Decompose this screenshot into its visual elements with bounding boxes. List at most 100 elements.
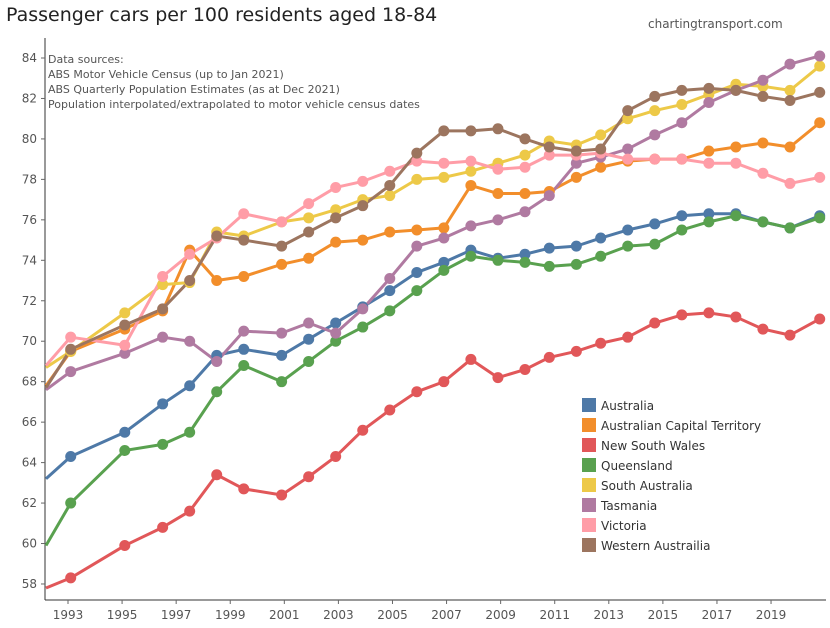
data-point: [157, 398, 169, 410]
data-point: [276, 258, 288, 270]
data-point: [703, 145, 715, 157]
legend-swatch: [582, 418, 596, 432]
data-point: [543, 141, 555, 153]
data-point: [276, 349, 288, 361]
data-point: [757, 167, 769, 179]
data-point: [492, 123, 504, 135]
data-point: [465, 353, 477, 365]
legend-label: Western Austrailia: [601, 539, 710, 553]
data-point: [703, 208, 715, 220]
data-point: [65, 572, 77, 584]
legend-label: Australian Capital Territory: [601, 419, 761, 433]
data-point: [519, 161, 531, 173]
y-tick-label: 74: [22, 253, 37, 267]
y-tick-label: 66: [22, 415, 37, 429]
data-point: [119, 540, 131, 552]
data-point: [438, 256, 450, 268]
data-point: [330, 181, 342, 193]
sources-line: ABS Motor Vehicle Census (up to Jan 2021…: [48, 68, 284, 81]
data-point: [411, 173, 423, 185]
data-point: [65, 366, 77, 378]
data-point: [119, 347, 131, 359]
data-point: [411, 147, 423, 159]
data-point: [519, 364, 531, 376]
series-line-western-austrailia: [44, 86, 821, 389]
data-point: [119, 319, 131, 331]
data-point: [438, 264, 450, 276]
series-line-australia: [44, 212, 821, 480]
data-point: [465, 220, 477, 232]
data-point: [303, 317, 315, 329]
data-point: [814, 171, 826, 183]
data-point: [622, 143, 634, 155]
data-point: [465, 125, 477, 137]
data-point: [465, 165, 477, 177]
data-point: [211, 355, 223, 367]
data-point: [238, 208, 250, 220]
data-point: [676, 309, 688, 321]
x-tick-label: 1993: [53, 608, 84, 622]
data-point: [784, 58, 796, 70]
data-point: [757, 74, 769, 86]
data-point: [384, 165, 396, 177]
data-point: [595, 161, 607, 173]
data-point: [543, 149, 555, 161]
data-point: [384, 273, 396, 285]
data-point: [438, 222, 450, 234]
data-point: [184, 335, 196, 347]
data-point: [519, 248, 531, 260]
y-tick-label: 80: [22, 132, 37, 146]
data-point: [570, 157, 582, 169]
data-point: [119, 426, 131, 438]
data-point: [238, 343, 250, 355]
data-point: [411, 285, 423, 297]
data-point: [411, 240, 423, 252]
data-point: [649, 238, 661, 250]
data-point: [519, 206, 531, 218]
data-point: [622, 224, 634, 236]
data-point: [157, 521, 169, 533]
data-point: [303, 198, 315, 210]
data-point: [649, 129, 661, 141]
x-tick-label: 2003: [323, 608, 354, 622]
data-point: [184, 426, 196, 438]
data-point: [465, 155, 477, 167]
legend-label: New South Wales: [601, 439, 705, 453]
data-point: [814, 117, 826, 129]
data-point: [703, 307, 715, 319]
x-tick-label: 1995: [107, 608, 138, 622]
data-point: [570, 258, 582, 270]
data-point: [784, 141, 796, 153]
data-point: [276, 327, 288, 339]
data-point: [211, 275, 223, 287]
data-point: [730, 311, 742, 323]
data-point: [703, 157, 715, 169]
data-point: [357, 303, 369, 315]
series-line-queensland: [44, 214, 821, 547]
data-point: [676, 99, 688, 111]
data-point: [519, 188, 531, 200]
data-point: [570, 145, 582, 157]
data-point: [65, 331, 77, 343]
y-tick-label: 58: [22, 577, 37, 591]
data-point: [384, 226, 396, 238]
data-point: [384, 190, 396, 202]
data-point: [622, 240, 634, 252]
x-tick-label: 2005: [377, 608, 408, 622]
legend-label: South Australia: [601, 479, 693, 493]
series-line-australian-capital-territory: [44, 121, 821, 387]
data-point: [357, 200, 369, 212]
data-point: [238, 483, 250, 495]
data-point: [649, 90, 661, 102]
data-point: [357, 234, 369, 246]
data-point: [184, 275, 196, 287]
data-point: [784, 177, 796, 189]
x-tick-label: 2019: [756, 608, 787, 622]
data-point: [676, 224, 688, 236]
data-point: [703, 97, 715, 109]
data-point: [492, 188, 504, 200]
data-point: [649, 153, 661, 165]
data-point: [814, 313, 826, 325]
data-point: [157, 279, 169, 291]
data-point: [814, 86, 826, 98]
